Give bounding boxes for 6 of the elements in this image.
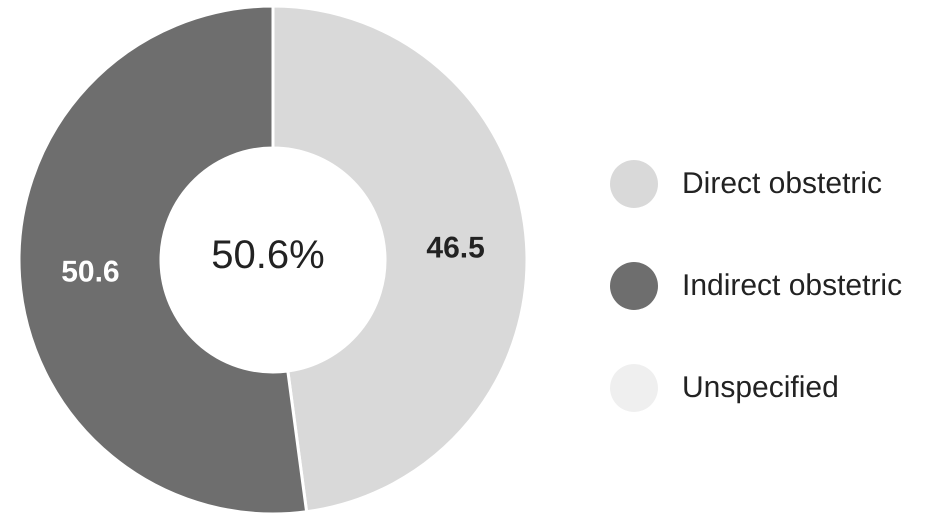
- text: 50.6%: [211, 233, 325, 277]
- data-label: 50.6: [61, 256, 120, 289]
- legend-label: Indirect obstetric: [682, 269, 902, 303]
- legend-label: Unspecified: [682, 371, 839, 405]
- data-label: 46.5: [426, 231, 485, 264]
- legend-label: Direct obstetric: [682, 167, 882, 201]
